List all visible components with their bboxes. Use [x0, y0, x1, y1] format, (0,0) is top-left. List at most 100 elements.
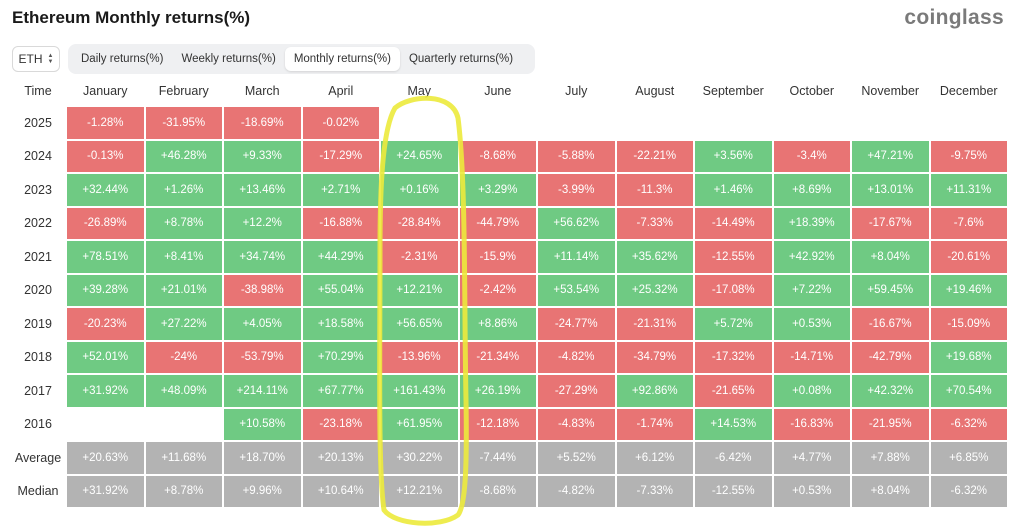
return-cell[interactable]: -2.42% — [459, 274, 536, 306]
return-cell[interactable]: +48.09% — [145, 375, 222, 407]
return-cell[interactable]: +9.96% — [224, 475, 301, 507]
return-cell[interactable]: +14.53% — [695, 408, 772, 440]
return-cell[interactable]: +12.21% — [381, 475, 458, 507]
return-cell[interactable]: -5.88% — [538, 140, 615, 172]
return-cell[interactable]: +8.04% — [852, 241, 929, 273]
return-cell[interactable]: -21.31% — [616, 308, 693, 340]
return-cell[interactable]: +8.41% — [145, 241, 222, 273]
return-cell[interactable]: +42.92% — [773, 241, 850, 273]
return-cell[interactable]: -12.55% — [695, 241, 772, 273]
return-cell[interactable]: +0.16% — [381, 174, 458, 206]
return-cell[interactable]: +21.01% — [145, 274, 222, 306]
return-cell[interactable]: +46.28% — [145, 140, 222, 172]
return-cell[interactable]: +8.78% — [145, 475, 222, 507]
return-cell[interactable]: -8.68% — [459, 140, 536, 172]
return-cell[interactable]: +2.71% — [302, 174, 379, 206]
return-cell[interactable]: +52.01% — [67, 341, 144, 373]
return-cell[interactable]: -0.13% — [67, 140, 144, 172]
return-cell[interactable]: +61.95% — [381, 408, 458, 440]
return-cell[interactable]: +35.62% — [616, 241, 693, 273]
return-cell[interactable]: +12.21% — [381, 274, 458, 306]
return-cell[interactable]: -7.33% — [616, 475, 693, 507]
return-cell[interactable]: +78.51% — [67, 241, 144, 273]
return-cell[interactable]: +11.31% — [930, 174, 1007, 206]
return-cell[interactable]: +7.22% — [773, 274, 850, 306]
tab-weekly-returns[interactable]: Weekly returns(%) — [181, 53, 276, 65]
return-cell[interactable]: +13.46% — [224, 174, 301, 206]
return-cell[interactable]: +0.08% — [773, 375, 850, 407]
return-cell[interactable]: -1.28% — [67, 107, 144, 139]
return-cell[interactable]: -1.74% — [616, 408, 693, 440]
return-cell[interactable]: +18.58% — [302, 308, 379, 340]
return-cell[interactable]: -2.31% — [381, 241, 458, 273]
return-cell[interactable]: -38.98% — [224, 274, 301, 306]
return-cell[interactable]: -31.95% — [145, 107, 222, 139]
return-cell[interactable]: +24.65% — [381, 140, 458, 172]
return-cell[interactable]: +18.70% — [224, 442, 301, 474]
return-cell[interactable]: +4.77% — [773, 442, 850, 474]
tab-monthly-returns[interactable]: Monthly returns(%) — [284, 47, 400, 71]
return-cell[interactable]: +10.58% — [224, 408, 301, 440]
return-cell[interactable]: -7.44% — [459, 442, 536, 474]
return-cell[interactable]: +3.56% — [695, 140, 772, 172]
return-cell[interactable]: +92.86% — [616, 375, 693, 407]
return-cell[interactable]: -20.61% — [930, 241, 1007, 273]
return-cell[interactable]: +12.2% — [224, 207, 301, 239]
return-cell[interactable]: -20.23% — [67, 308, 144, 340]
return-cell[interactable]: -28.84% — [381, 207, 458, 239]
return-cell[interactable]: +70.29% — [302, 341, 379, 373]
return-cell[interactable]: +19.46% — [930, 274, 1007, 306]
return-cell[interactable]: -21.65% — [695, 375, 772, 407]
brand-logo[interactable]: coinglass — [904, 6, 1004, 29]
return-cell[interactable]: -12.18% — [459, 408, 536, 440]
return-cell[interactable]: +67.77% — [302, 375, 379, 407]
return-cell[interactable]: -34.79% — [616, 341, 693, 373]
return-cell[interactable]: +5.52% — [538, 442, 615, 474]
return-cell[interactable]: +31.92% — [67, 475, 144, 507]
return-cell[interactable]: +13.01% — [852, 174, 929, 206]
return-cell[interactable]: +39.28% — [67, 274, 144, 306]
return-cell[interactable]: -9.75% — [930, 140, 1007, 172]
return-cell[interactable]: +27.22% — [145, 308, 222, 340]
return-cell[interactable]: +0.53% — [773, 475, 850, 507]
return-cell[interactable]: +18.39% — [773, 207, 850, 239]
return-cell[interactable]: -44.79% — [459, 207, 536, 239]
return-cell[interactable]: -11.3% — [616, 174, 693, 206]
return-cell[interactable]: +56.65% — [381, 308, 458, 340]
return-cell[interactable]: +11.14% — [538, 241, 615, 273]
return-cell[interactable]: -42.79% — [852, 341, 929, 373]
return-cell[interactable]: -12.55% — [695, 475, 772, 507]
return-cell[interactable]: +19.68% — [930, 341, 1007, 373]
return-cell[interactable]: -24.77% — [538, 308, 615, 340]
return-cell[interactable]: +20.13% — [302, 442, 379, 474]
return-cell[interactable]: +6.85% — [930, 442, 1007, 474]
return-cell[interactable]: -14.49% — [695, 207, 772, 239]
return-cell[interactable]: -7.33% — [616, 207, 693, 239]
return-cell[interactable]: -18.69% — [224, 107, 301, 139]
return-cell[interactable]: +8.69% — [773, 174, 850, 206]
return-cell[interactable]: -7.6% — [930, 207, 1007, 239]
return-cell[interactable]: -15.09% — [930, 308, 1007, 340]
return-cell[interactable]: -3.99% — [538, 174, 615, 206]
return-cell[interactable]: -16.67% — [852, 308, 929, 340]
return-cell[interactable]: +34.74% — [224, 241, 301, 273]
return-cell[interactable]: +25.32% — [616, 274, 693, 306]
return-cell[interactable]: +53.54% — [538, 274, 615, 306]
return-cell[interactable]: +44.29% — [302, 241, 379, 273]
return-cell[interactable]: +59.45% — [852, 274, 929, 306]
return-cell[interactable]: -24% — [145, 341, 222, 373]
return-cell[interactable]: -17.32% — [695, 341, 772, 373]
return-cell[interactable]: +55.04% — [302, 274, 379, 306]
return-cell[interactable]: +56.62% — [538, 207, 615, 239]
return-cell[interactable]: -17.29% — [302, 140, 379, 172]
return-cell[interactable]: -6.42% — [695, 442, 772, 474]
return-cell[interactable]: -4.82% — [538, 475, 615, 507]
return-cell[interactable]: -23.18% — [302, 408, 379, 440]
return-cell[interactable]: +10.64% — [302, 475, 379, 507]
tab-daily-returns[interactable]: Daily returns(%) — [81, 53, 164, 65]
return-cell[interactable]: -6.32% — [930, 408, 1007, 440]
return-cell[interactable]: +3.29% — [459, 174, 536, 206]
return-cell[interactable]: +30.22% — [381, 442, 458, 474]
return-cell[interactable]: +31.92% — [67, 375, 144, 407]
return-cell[interactable]: +20.63% — [67, 442, 144, 474]
